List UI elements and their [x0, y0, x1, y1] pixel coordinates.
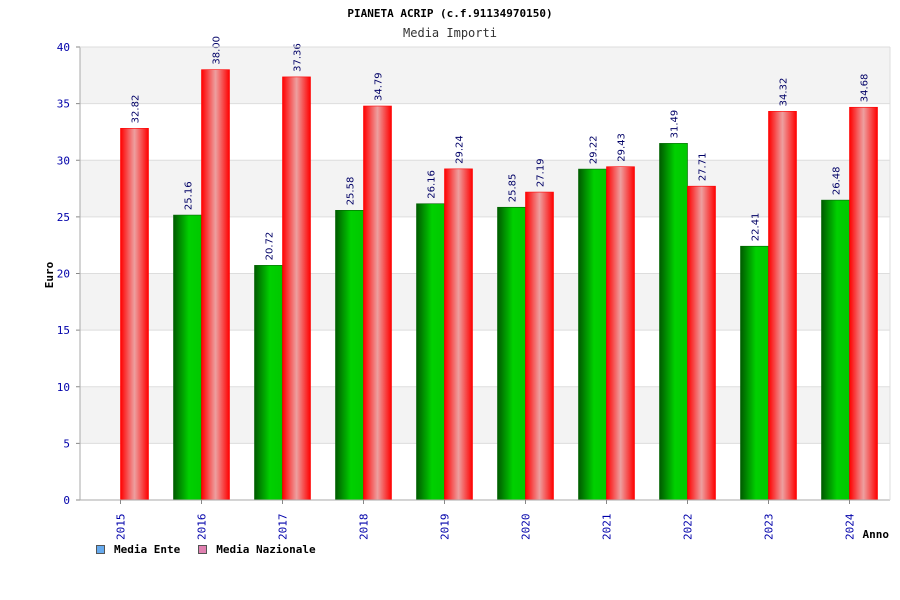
bar-media-nazionale	[282, 76, 311, 501]
value-label-media-ente: 20.72	[265, 232, 276, 261]
legend-swatch-ente	[96, 545, 105, 554]
x-tick-label: 2019	[439, 514, 452, 541]
x-axis-label: Anno	[863, 528, 890, 541]
bar-media-nazionale	[849, 106, 878, 501]
legend-swatch-nazionale	[198, 545, 208, 554]
x-tick-label: 2023	[763, 514, 776, 541]
value-label-media-nazionale: 34.32	[779, 78, 790, 107]
value-label-media-nazionale: 37.36	[293, 43, 304, 72]
x-tick-label: 2024	[844, 513, 857, 540]
value-label-media-nazionale: 32.82	[131, 95, 142, 124]
y-tick-label: 20	[57, 268, 70, 281]
legend-label-ente: Media Ente	[114, 543, 181, 556]
value-label-media-ente: 25.85	[508, 174, 519, 203]
bar-media-ente	[416, 203, 445, 501]
bar-media-ente	[578, 168, 607, 501]
bar-media-ente	[173, 214, 202, 501]
bar-media-ente	[335, 210, 364, 501]
bar-media-nazionale	[525, 191, 554, 501]
bar-media-ente	[497, 206, 526, 501]
value-label-media-nazionale: 27.71	[698, 153, 709, 182]
x-tick-labels: 2015 2016 2017 2018 2019 2020 2021 2022 2023 2024	[115, 500, 857, 540]
y-tick-label: 5	[63, 437, 70, 450]
legend-label-nazionale: Media Nazionale	[216, 543, 316, 556]
bars	[120, 69, 878, 501]
x-tick-label: 2022	[682, 514, 695, 541]
x-tick-label: 2021	[601, 514, 614, 541]
bar-media-nazionale	[768, 111, 797, 501]
value-label-media-nazionale: 34.79	[374, 72, 385, 101]
y-tick-label: 15	[57, 324, 70, 337]
value-label-media-nazionale: 29.43	[617, 133, 628, 162]
value-labels: 32.82 25.16 38.00 20.72 37.36 25.58 34.79 26.16…	[131, 36, 871, 260]
y-axis-label: Euro	[43, 261, 56, 288]
y-tick-label: 0	[63, 494, 70, 507]
y-tick-label: 40	[57, 41, 70, 54]
x-tick-label: 2018	[358, 514, 371, 541]
bar-media-nazionale	[444, 168, 473, 501]
bar-media-nazionale	[687, 185, 716, 501]
value-label-media-ente: 26.16	[427, 170, 438, 199]
chart-subtitle: Media Importi	[403, 26, 497, 40]
value-label-media-nazionale: 34.68	[860, 74, 871, 103]
value-label-media-ente: 25.16	[184, 181, 195, 210]
value-label-media-nazionale: 38.00	[212, 36, 223, 65]
value-label-media-ente: 31.49	[670, 110, 681, 139]
value-label-media-nazionale: 29.24	[455, 135, 466, 164]
x-tick-label: 2017	[277, 514, 290, 541]
bar-media-ente	[821, 199, 850, 501]
value-label-media-ente: 25.58	[346, 177, 357, 206]
x-tick-label: 2020	[520, 514, 533, 541]
y-tick-labels: 0 5 10 15 20 25 30 35 40	[57, 41, 70, 507]
x-tick-label: 2015	[115, 514, 128, 541]
bar-media-nazionale	[120, 128, 149, 501]
axes	[79, 46, 891, 501]
y-tick-label: 30	[57, 154, 70, 167]
legend-item-ente: Media Ente	[96, 543, 180, 556]
bar-media-nazionale	[201, 69, 230, 501]
y-tick-label: 25	[57, 211, 70, 224]
y-tick-label: 35	[57, 98, 70, 111]
bar-media-ente	[659, 143, 688, 501]
value-label-media-ente: 26.48	[832, 166, 843, 195]
chart-title: PIANETA ACRIP (c.f.91134970150)	[347, 7, 552, 20]
y-tick-label: 10	[57, 381, 70, 394]
bar-media-nazionale	[363, 105, 392, 501]
x-tick-label: 2016	[196, 514, 209, 541]
bar-media-nazionale	[606, 166, 635, 501]
value-label-media-ente: 29.22	[589, 135, 600, 164]
legend-item-nazionale: Media Nazionale	[198, 543, 316, 556]
bar-media-ente	[740, 245, 769, 501]
value-label-media-nazionale: 27.19	[536, 158, 547, 187]
legend: Media Ente Media Nazionale	[96, 543, 334, 556]
bar-media-ente	[254, 265, 283, 501]
value-label-media-ente: 22.41	[751, 213, 762, 242]
